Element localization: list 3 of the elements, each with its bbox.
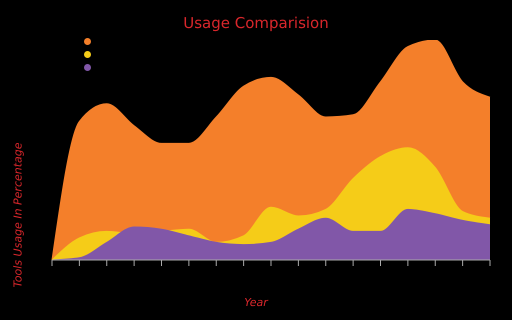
y-axis-title: Tools Usage In Percentage [12,142,24,288]
x-axis-title: Year [243,296,270,309]
chart-title: Usage Comparision [182,14,330,32]
